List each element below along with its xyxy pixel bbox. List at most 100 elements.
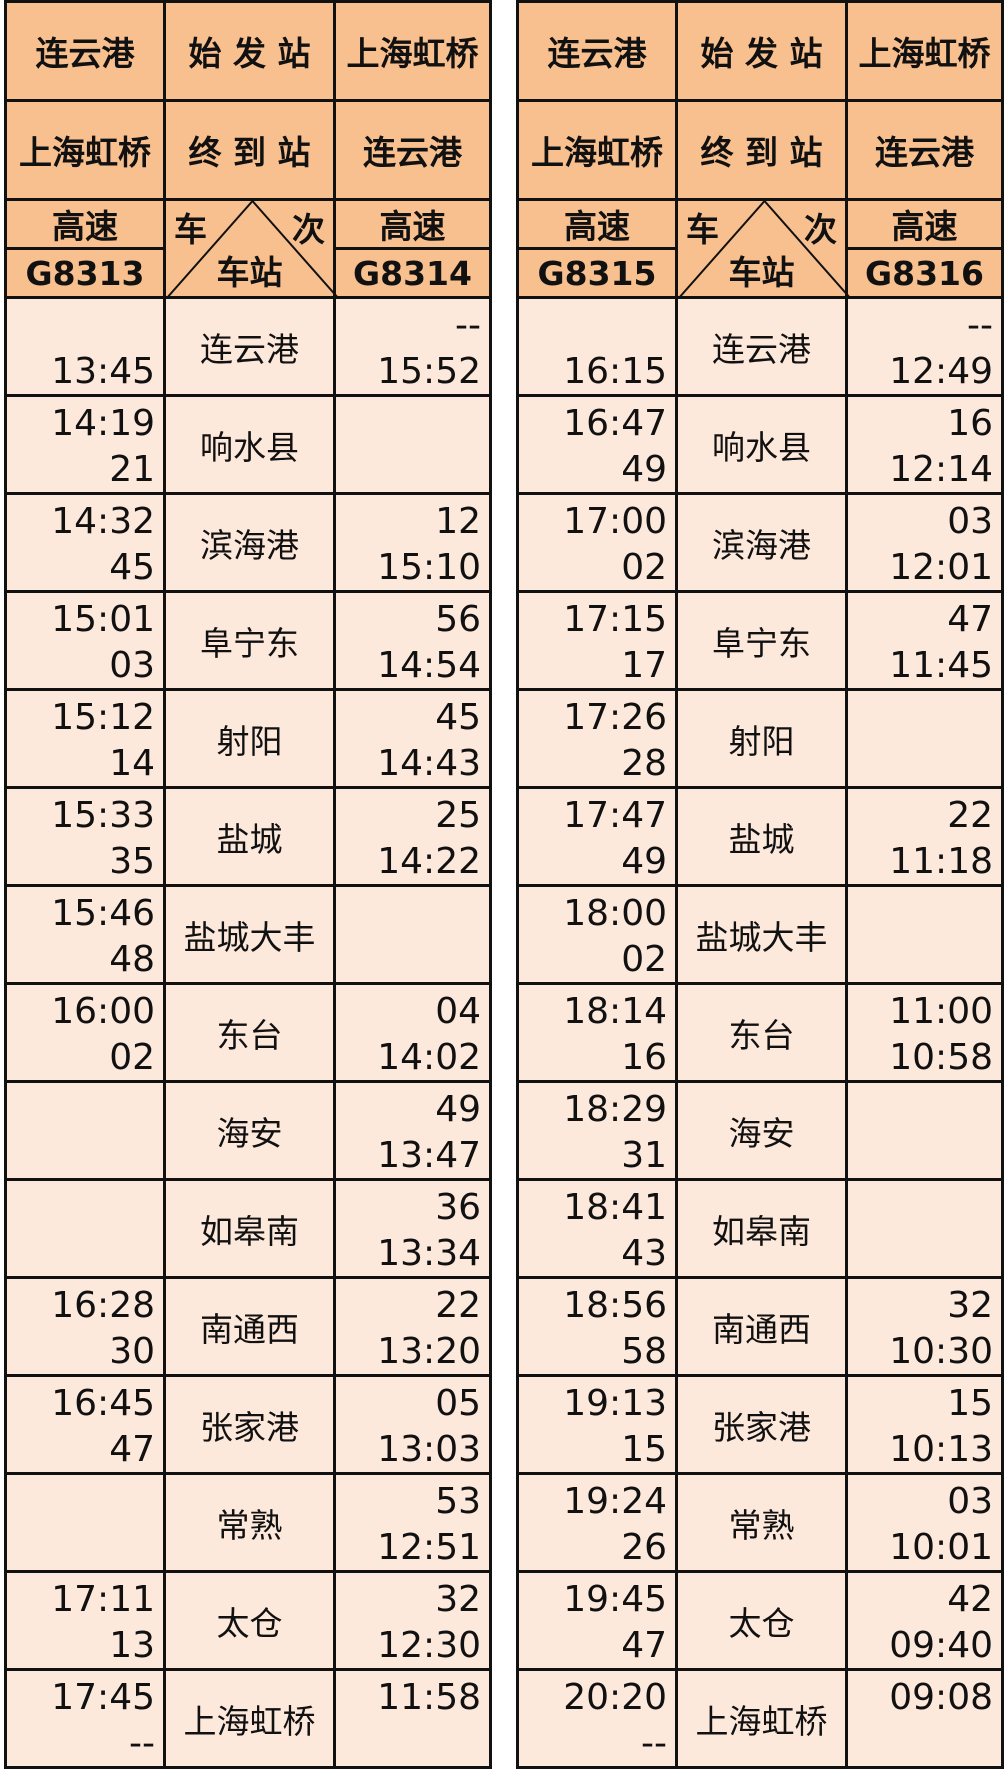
terminus-label: 终 到 站 bbox=[188, 133, 311, 172]
departure-time: 14 bbox=[109, 743, 155, 784]
departure-time: 11:58 bbox=[377, 1677, 481, 1718]
station-name: 盐城大丰 bbox=[183, 917, 316, 957]
arrival-time: 10:30 bbox=[889, 1331, 993, 1372]
departure-time: 32 bbox=[947, 1285, 993, 1326]
train-type: 高速 bbox=[891, 207, 958, 246]
up-train-time-cell: 47 11:45 bbox=[845, 590, 1004, 691]
up-train-time-cell: 04 14:02 bbox=[333, 982, 492, 1083]
departure-time: -- bbox=[455, 305, 481, 346]
arrival-time: 14:32 bbox=[51, 501, 155, 542]
station-name: 南通西 bbox=[200, 1309, 299, 1349]
station-cell: 连云港 bbox=[675, 296, 848, 397]
departure-time: 16 bbox=[947, 403, 993, 444]
departure-time: 22 bbox=[435, 1285, 481, 1326]
origin-label: 始 发 站 bbox=[700, 34, 823, 73]
train-number-cell-down: G8315 bbox=[516, 247, 678, 299]
departure-time: 13:45 bbox=[51, 351, 155, 392]
departure-time: -- bbox=[967, 305, 993, 346]
diag-number-label: 次 bbox=[292, 210, 325, 249]
departure-time: 49 bbox=[621, 449, 667, 490]
diag-train-label: 车 bbox=[174, 210, 207, 249]
departure-time: 49 bbox=[435, 1089, 481, 1130]
arrival-time: 17:47 bbox=[563, 795, 667, 836]
down-train-time-cell bbox=[4, 1080, 166, 1181]
train-type: 高速 bbox=[564, 207, 630, 246]
station-cell: 连云港 bbox=[163, 296, 336, 397]
station-cell: 如皋南 bbox=[163, 1178, 336, 1279]
arrival-time: 10:01 bbox=[889, 1527, 993, 1568]
arrival-time: 14:54 bbox=[377, 645, 481, 686]
up-train-time-cell: 11:58 bbox=[333, 1668, 492, 1769]
departure-time: 03 bbox=[109, 645, 155, 686]
arrival-time: 15:12 bbox=[51, 697, 155, 738]
arrival-time: 13:03 bbox=[377, 1429, 481, 1470]
origin-cell-up: 上海虹桥 bbox=[333, 0, 492, 102]
terminus-station: 连云港 bbox=[363, 133, 462, 172]
arrival-time: 11:18 bbox=[889, 841, 993, 882]
station-cell: 上海虹桥 bbox=[163, 1668, 336, 1769]
station-name: 盐城 bbox=[728, 819, 795, 859]
station-name: 连云港 bbox=[200, 329, 299, 369]
arrival-time: 12:01 bbox=[889, 547, 993, 588]
up-train-time-cell bbox=[845, 688, 1004, 789]
arrival-time: 14:19 bbox=[51, 403, 155, 444]
terminus-label: 终 到 站 bbox=[700, 133, 823, 172]
departure-time: 15 bbox=[621, 1429, 667, 1470]
departure-time: 04 bbox=[435, 991, 481, 1032]
diag-train-label: 车 bbox=[686, 210, 719, 249]
arrival-time: 12:30 bbox=[377, 1625, 481, 1666]
station-name: 盐城大丰 bbox=[695, 917, 828, 957]
station-name: 张家港 bbox=[712, 1407, 811, 1447]
departure-time: 36 bbox=[435, 1187, 481, 1228]
arrival-time: 15:52 bbox=[377, 351, 481, 392]
departure-time: 47 bbox=[947, 599, 993, 640]
station-cell: 响水县 bbox=[675, 394, 848, 495]
arrival-time: 15:33 bbox=[51, 795, 155, 836]
down-train-time-cell: 19:24 26 bbox=[516, 1472, 678, 1573]
up-train-time-cell: 03 10:01 bbox=[845, 1472, 1004, 1573]
down-train-time-cell: 15:46 48 bbox=[4, 884, 166, 985]
terminus-cell-down: 上海虹桥 bbox=[516, 99, 678, 201]
up-train-time-cell: 15 10:13 bbox=[845, 1374, 1004, 1475]
station-name: 海安 bbox=[728, 1113, 795, 1153]
arrival-time: 18:56 bbox=[563, 1285, 667, 1326]
station-cell: 滨海港 bbox=[163, 492, 336, 593]
departure-time: 56 bbox=[435, 599, 481, 640]
down-train-time-cell: 18:41 43 bbox=[516, 1178, 678, 1279]
origin-cell-up: 上海虹桥 bbox=[845, 0, 1004, 102]
station-cell: 海安 bbox=[163, 1080, 336, 1181]
up-train-time-cell: 03 12:01 bbox=[845, 492, 1004, 593]
up-train-time-cell: 32 12:30 bbox=[333, 1570, 492, 1671]
down-train-time-cell: 17:45 -- bbox=[4, 1668, 166, 1769]
arrival-time: 17:11 bbox=[51, 1579, 155, 1620]
down-train-time-cell: 18:14 16 bbox=[516, 982, 678, 1083]
station-cell: 阜宁东 bbox=[163, 590, 336, 691]
arrival-time: 12:14 bbox=[889, 449, 993, 490]
origin-cell-down: 连云港 bbox=[516, 0, 678, 102]
down-train-time-cell bbox=[4, 1472, 166, 1573]
departure-time: 45 bbox=[109, 547, 155, 588]
train-number: G8315 bbox=[537, 253, 657, 293]
diag-number-label: 次 bbox=[804, 210, 837, 249]
down-train-time-cell: 15:12 14 bbox=[4, 688, 166, 789]
arrival-time: 14:43 bbox=[377, 743, 481, 784]
up-train-time-cell: 22 13:20 bbox=[333, 1276, 492, 1377]
up-train-time-cell: 45 14:43 bbox=[333, 688, 492, 789]
arrival-time: 18:00 bbox=[563, 893, 667, 934]
down-train-time-cell: 18:00 02 bbox=[516, 884, 678, 985]
departure-time: 09:08 bbox=[889, 1677, 993, 1718]
arrival-time: 12:49 bbox=[889, 351, 993, 392]
timetable-g8315-g8316: 连云港始 发 站上海虹桥 上海虹桥终 到 站连云港 高速 高速 G8315 G8316 车次… bbox=[516, 0, 1004, 1769]
departure-time: 43 bbox=[621, 1233, 667, 1274]
origin-label-cell: 始 发 站 bbox=[163, 0, 336, 102]
departure-time: 35 bbox=[109, 841, 155, 882]
station-cell: 张家港 bbox=[675, 1374, 848, 1475]
station-cell: 盐城 bbox=[163, 786, 336, 887]
arrival-time: 17:00 bbox=[563, 501, 667, 542]
station-name: 东台 bbox=[728, 1015, 795, 1055]
departure-time: 45 bbox=[435, 697, 481, 738]
departure-time: 28 bbox=[621, 743, 667, 784]
departure-time: 48 bbox=[109, 939, 155, 980]
arrival-time: 16:47 bbox=[563, 403, 667, 444]
departure-time: -- bbox=[641, 1723, 667, 1764]
